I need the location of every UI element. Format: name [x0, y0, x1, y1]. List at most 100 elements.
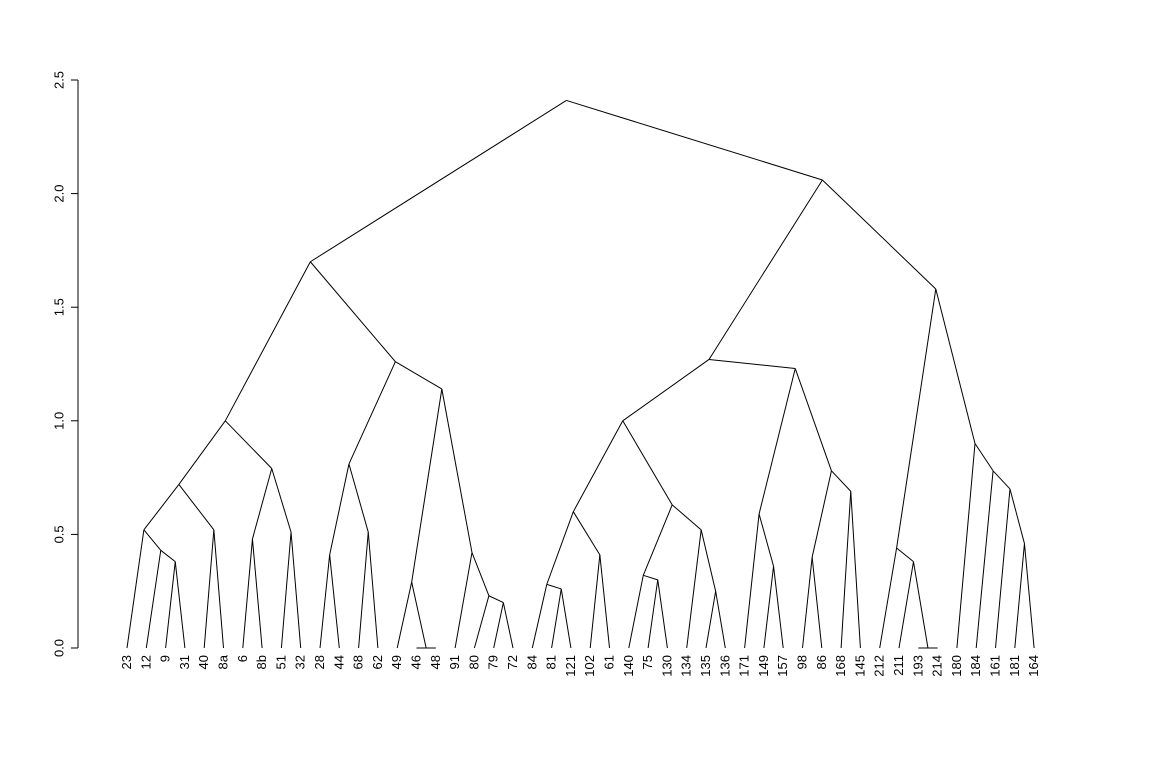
leaf-label: 214 — [930, 655, 945, 677]
leaf-label: 136 — [717, 655, 732, 677]
branch-segment — [794, 368, 832, 471]
branch-segment — [546, 511, 574, 585]
branch-segment — [551, 588, 562, 649]
y-tick-label: 2.0 — [51, 185, 66, 203]
leaf-label: 184 — [968, 655, 983, 677]
leaf-label: 80 — [466, 655, 481, 669]
branch-segment — [811, 470, 832, 558]
leaf-label: 23 — [119, 655, 134, 669]
y-tick-label: 1.0 — [51, 412, 66, 430]
leaf-label: 31 — [177, 655, 192, 669]
leaf-label: 168 — [833, 655, 848, 677]
branch-segment — [758, 513, 775, 567]
branch-segment — [560, 588, 572, 649]
branch-segment — [643, 574, 658, 581]
leaf-label: 86 — [814, 655, 829, 669]
leaf-label: 145 — [852, 655, 867, 677]
leaf-label: 48 — [428, 655, 443, 669]
leaf-label: 161 — [988, 655, 1003, 677]
branch-segment — [647, 579, 659, 649]
branch-segment — [280, 532, 292, 649]
branch-segment — [242, 538, 253, 649]
leaf-label: 102 — [582, 655, 597, 677]
branch-segment — [773, 566, 784, 649]
branch-segment — [329, 554, 340, 649]
branch-segment — [178, 420, 226, 485]
leaf-label: 51 — [273, 655, 288, 669]
branch-segment — [488, 595, 504, 604]
branch-segment — [145, 550, 162, 649]
branch-segment — [975, 470, 994, 649]
y-tick-label: 0.0 — [51, 639, 66, 657]
leaf-label: 181 — [1007, 655, 1022, 677]
leaf-label: 135 — [698, 655, 713, 677]
branch-segment — [174, 561, 186, 649]
leaf-label: 171 — [737, 655, 752, 677]
branch-segment — [657, 579, 668, 649]
branch-segment — [811, 557, 823, 649]
leaf-label: 98 — [795, 655, 810, 669]
branch-segment — [744, 513, 760, 649]
leaf-label: 211 — [891, 655, 906, 676]
branch-segment — [840, 491, 852, 649]
branch-segment — [708, 179, 823, 360]
branch-segment — [348, 361, 396, 465]
leaf-label: 32 — [293, 655, 308, 669]
branch-segment — [572, 420, 624, 512]
branch-segment — [599, 554, 610, 649]
leaf-label: 40 — [196, 655, 211, 669]
branch-segment — [566, 99, 823, 181]
branch-segment — [572, 511, 601, 556]
branch-segment — [622, 420, 673, 506]
branch-segment — [671, 504, 702, 531]
branch-segment — [850, 491, 861, 649]
y-tick-label: 2.5 — [51, 71, 66, 89]
branch-segment — [290, 532, 302, 649]
branch-segment — [203, 529, 215, 649]
branch-segment — [763, 566, 775, 649]
leaf-label: 9 — [158, 655, 173, 662]
branch-segment — [758, 368, 796, 515]
branch-segment — [454, 552, 473, 649]
branch-segment — [126, 529, 145, 649]
branch-segment — [831, 470, 852, 492]
branch-segment — [686, 529, 702, 649]
leaf-label: 12 — [138, 655, 153, 669]
branch-segment — [896, 288, 937, 549]
branch-segment — [935, 288, 976, 444]
leaf-label: 149 — [756, 655, 771, 677]
branch-segment — [143, 529, 162, 551]
leaf-label: 134 — [679, 655, 694, 677]
leaf-label: 28 — [312, 655, 327, 669]
leaf-label: 180 — [949, 655, 964, 677]
branch-segment — [589, 554, 601, 649]
leaf-label: 212 — [872, 655, 887, 677]
y-tick-label: 0.5 — [51, 525, 66, 543]
leaf-label: 8b — [254, 655, 269, 669]
branch-segment — [165, 561, 176, 649]
branch-segment — [896, 547, 914, 563]
branch-segment — [642, 504, 673, 576]
leaf-label: 46 — [409, 655, 424, 669]
leaf-label: 157 — [775, 655, 790, 677]
branch-segment — [310, 100, 567, 263]
branch-segment — [441, 388, 473, 553]
branch-segment — [502, 602, 514, 649]
branch-segment — [715, 591, 726, 649]
branch-segment — [224, 420, 273, 469]
branch-segment — [956, 443, 976, 649]
leaf-label: 91 — [447, 655, 462, 669]
leaf-label: 130 — [659, 655, 674, 677]
leaf-label: 72 — [505, 655, 520, 669]
branch-segment — [143, 484, 180, 531]
leaf-label: 164 — [1026, 655, 1041, 677]
branch-segment — [348, 463, 369, 533]
branch-segment — [178, 484, 215, 531]
leaf-label: 49 — [389, 655, 404, 669]
branch-segment — [396, 582, 413, 649]
branch-segment — [251, 468, 273, 540]
branch-segment — [705, 591, 717, 649]
branch-segment — [493, 602, 504, 649]
branch-segment — [628, 575, 644, 649]
branch-segment — [802, 557, 813, 649]
